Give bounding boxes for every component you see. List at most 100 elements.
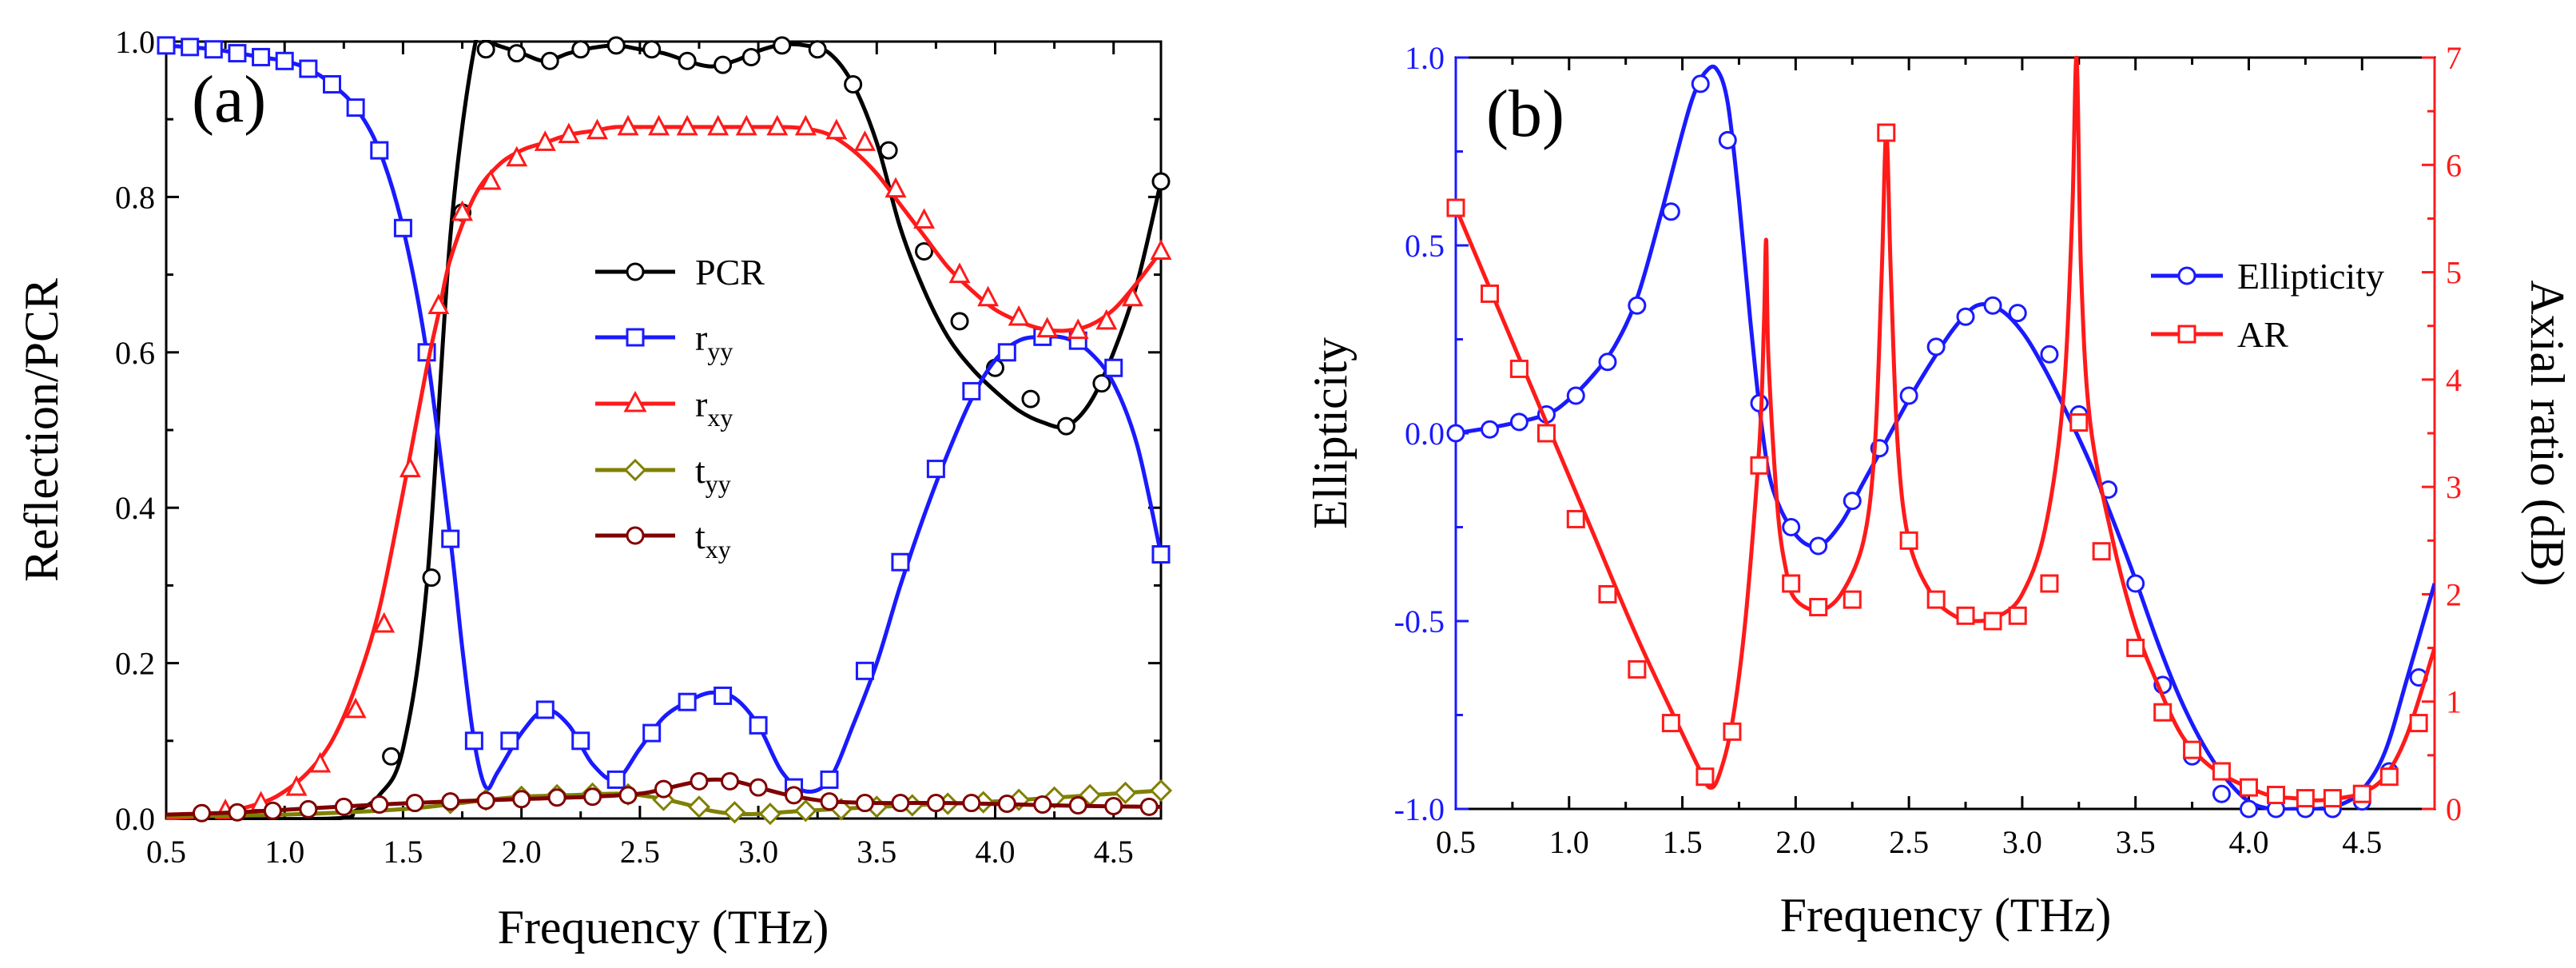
data-point-ar xyxy=(1956,606,1975,625)
data-point-ryy xyxy=(962,381,981,400)
data-point-ellipticity xyxy=(1899,386,1918,405)
y-tick-labels-b: -1.0 -0.5 0.0 0.5 1.0 xyxy=(1394,40,1445,827)
data-point-ryy xyxy=(820,770,839,789)
data-point-rxy xyxy=(1036,317,1059,338)
series-ryy xyxy=(166,43,1161,794)
legend-item-tyy: tyy xyxy=(595,450,731,498)
y-tick-labels-a: 0.0 0.2 0.4 0.6 0.8 1.0 xyxy=(115,24,155,837)
legend-item-ryy: ryy xyxy=(595,317,733,365)
data-point-pcr xyxy=(382,747,401,766)
data-point-ar xyxy=(2267,786,2286,805)
data-point-ar xyxy=(1723,722,1742,741)
x-tick-label: 1.0 xyxy=(264,834,304,870)
legend-label-ar: AR xyxy=(2237,314,2288,355)
x-tick-labels-b: 0.5 1.0 1.5 2.0 2.5 3.0 3.5 4.0 4.5 xyxy=(1436,824,2382,860)
data-point-ar xyxy=(2323,789,2342,808)
data-point-txy xyxy=(891,794,910,813)
legend-item-pcr: PCR xyxy=(595,252,765,293)
data-point-pcr xyxy=(950,312,969,331)
data-point-rxy xyxy=(534,130,556,151)
data-point-ar xyxy=(2379,767,2399,787)
data-point-rxy xyxy=(853,130,876,151)
data-point-rxy xyxy=(373,611,396,633)
x-tick-label: 3.5 xyxy=(2116,824,2156,860)
data-point-ar xyxy=(1695,767,1715,787)
data-point-txy xyxy=(263,801,282,820)
data-point-rxy xyxy=(766,114,789,136)
data-point-pcr xyxy=(915,241,934,261)
data-point-ryy xyxy=(749,715,768,735)
legend-item-txy: txy xyxy=(595,516,731,564)
data-point-pcr xyxy=(844,74,863,94)
data-point-pcr xyxy=(1151,172,1171,191)
data-point-rxy xyxy=(309,751,332,773)
data-point-txy xyxy=(405,794,424,813)
data-point-tyy xyxy=(723,801,746,824)
series-line-ellipticity xyxy=(1456,64,2435,811)
data-point-txy xyxy=(855,794,874,813)
x-tick-label: 3.5 xyxy=(857,834,896,870)
data-point-rxy xyxy=(586,118,608,140)
legend-label-ellipticity: Ellipticity xyxy=(2237,256,2384,297)
data-point-rxy xyxy=(285,775,308,796)
x-tick-label: 1.0 xyxy=(1549,824,1589,860)
series-markers-txy xyxy=(192,771,1159,823)
data-point-rxy xyxy=(1150,239,1172,260)
data-point-txy xyxy=(721,771,739,791)
data-point-txy xyxy=(441,792,460,811)
data-point-rxy xyxy=(913,208,936,229)
data-point-ar xyxy=(2352,784,2371,803)
data-point-ryy xyxy=(252,47,271,66)
data-point-rxy xyxy=(977,285,1000,307)
series-markers-pcr xyxy=(382,36,1171,766)
data-point-txy xyxy=(1139,797,1159,816)
data-point-pcr xyxy=(476,40,495,59)
data-point-rxy xyxy=(648,114,670,136)
data-point-ryy xyxy=(606,770,626,789)
data-point-ellipticity xyxy=(2239,799,2258,819)
data-point-ellipticity xyxy=(1509,412,1529,432)
data-point-ryy xyxy=(275,51,294,70)
data-point-ellipticity xyxy=(1661,202,1680,221)
data-point-txy xyxy=(618,786,638,805)
data-point-pcr xyxy=(507,44,527,63)
data-point-ar xyxy=(2296,789,2315,808)
x-tick-label: 2.0 xyxy=(502,834,542,870)
x-tick-label: 3.0 xyxy=(2002,824,2042,860)
data-point-ar xyxy=(1809,598,1828,617)
data-point-ar xyxy=(2183,740,2202,759)
data-point-txy xyxy=(654,779,673,799)
data-point-ryy xyxy=(228,44,247,63)
data-point-ar xyxy=(1750,456,1769,475)
data-point-rxy xyxy=(344,697,367,719)
data-point-ellipticity xyxy=(2008,304,2027,323)
data-point-pcr xyxy=(571,40,590,59)
legend-item-ar: AR xyxy=(2151,314,2288,355)
data-point-pcr xyxy=(1056,416,1075,436)
x-tick-label: 4.5 xyxy=(2342,824,2382,860)
data-point-rxy xyxy=(948,262,971,284)
data-point-txy xyxy=(192,803,211,823)
data-point-ryy xyxy=(1104,358,1123,377)
data-point-pcr xyxy=(606,36,626,55)
data-point-txy xyxy=(370,795,389,815)
data-point-pcr xyxy=(1021,389,1040,408)
series-ar xyxy=(1456,56,2435,803)
data-point-rxy xyxy=(825,118,848,140)
data-point-ar xyxy=(1536,424,1556,443)
y-tick-label: 0.6 xyxy=(115,335,155,371)
y2-tick-label: 2 xyxy=(2446,576,2462,612)
data-point-txy xyxy=(547,788,566,807)
series-a xyxy=(157,36,1173,826)
y2-tick-label: 5 xyxy=(2446,255,2462,291)
data-point-ar xyxy=(1446,198,1465,217)
y2-tick-label: 0 xyxy=(2446,791,2462,827)
series-line-ryy xyxy=(166,43,1161,794)
data-point-pcr xyxy=(422,568,441,588)
data-point-ryy xyxy=(441,529,460,548)
data-point-ar xyxy=(1877,123,1896,142)
data-point-rxy xyxy=(1095,309,1118,330)
y2-axis-title-b: Axial ratio (dB) xyxy=(2521,280,2574,586)
x-tick-label: 2.5 xyxy=(1889,824,1929,860)
plot-frame-a xyxy=(165,40,1163,820)
